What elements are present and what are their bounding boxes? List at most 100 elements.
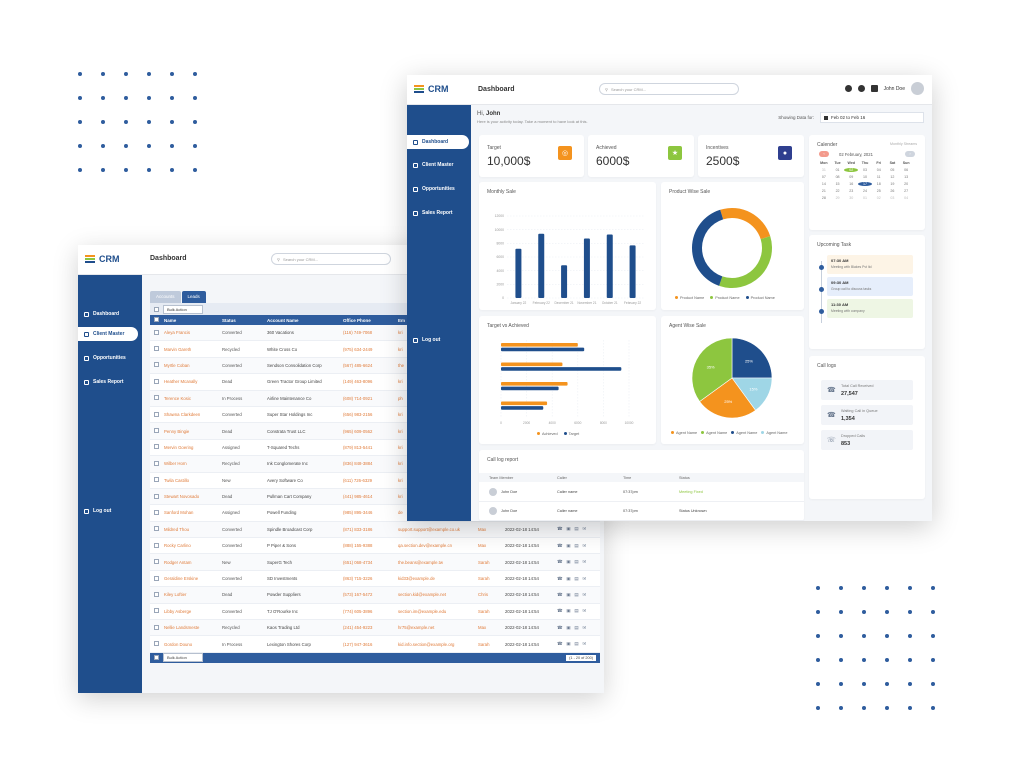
sidebar-item-logout[interactable]: Log out	[407, 333, 469, 347]
sidebar-item-client-master[interactable]: Client Master	[78, 327, 138, 341]
office-phone[interactable]: (127) 947-3616	[343, 641, 373, 647]
calendar-day[interactable]: 06	[904, 168, 909, 172]
phone-icon[interactable]: ☎	[557, 575, 563, 581]
prev-month-button[interactable]: ‹	[819, 151, 829, 157]
calendar-day[interactable]: 30	[849, 196, 854, 200]
avatar[interactable]	[911, 82, 924, 95]
calendar-icon[interactable]: ▣	[566, 591, 571, 597]
bell-icon[interactable]	[857, 85, 865, 92]
calendar-day[interactable]: 17	[858, 182, 872, 186]
calendar-day[interactable]: 25	[876, 189, 881, 193]
office-phone[interactable]: (567) 485-6624	[343, 362, 373, 368]
lead-name[interactable]: Terence Kosic	[164, 395, 191, 401]
table-row[interactable]: Rodger Antam New SuperG Tech (651) 068-4734…	[150, 554, 600, 571]
select-all-checkbox[interactable]	[154, 306, 159, 312]
task-item[interactable]: 09:30 AM Group call to discuss tasks	[827, 277, 913, 296]
column-header-status[interactable]: Status	[222, 317, 236, 323]
lead-name[interactable]: Heather Mcanally	[164, 379, 198, 385]
pagination[interactable]: (1 - 20 of 200)	[566, 654, 596, 661]
lead-name[interactable]: Penny Bingie	[164, 428, 190, 434]
lead-name[interactable]: Mildred Thou	[164, 526, 189, 532]
email-address[interactable]: ph	[398, 395, 403, 401]
mail-icon[interactable]: ✉	[582, 542, 587, 548]
calendar-day[interactable]: 02	[844, 168, 859, 172]
email-address[interactable]: kri	[398, 477, 403, 483]
search-input[interactable]: ⚲ Search your CRM...	[271, 253, 391, 265]
column-header-email[interactable]: Em	[398, 317, 406, 323]
email-address[interactable]: section.im@example.edu	[398, 608, 447, 614]
footer-checkbox[interactable]	[154, 655, 159, 661]
column-header-account[interactable]: Account Name	[267, 317, 299, 323]
row-checkbox[interactable]	[154, 509, 159, 515]
office-phone[interactable]: (836) 848-3884	[343, 461, 373, 467]
office-phone[interactable]: (116) 749-7068	[343, 330, 373, 336]
office-phone[interactable]: (871) 833-3186	[343, 526, 373, 532]
tab-accounts[interactable]: Accounts	[150, 291, 181, 303]
bulk-action-select[interactable]: Bulk Action	[163, 304, 203, 314]
next-month-button[interactable]: ›	[905, 151, 915, 157]
date-range-picker[interactable]: Feb 02 to Feb 16	[820, 112, 924, 123]
calendar-day[interactable]: 23	[849, 189, 854, 193]
office-phone[interactable]: (573) 167-5472	[343, 592, 373, 598]
table-row[interactable]: Geraldine Erskine Converted SD Investments…	[150, 570, 600, 588]
crm-logo[interactable]: CRM	[414, 84, 449, 94]
lead-name[interactable]: Twila Castillo	[164, 477, 190, 483]
email-address[interactable]: section.kid@example.net	[398, 592, 447, 598]
sidebar-item-logout[interactable]: Log out	[78, 504, 138, 518]
calendar-icon[interactable]: ▣	[566, 542, 571, 548]
phone-icon[interactable]: ☎	[557, 559, 563, 565]
office-phone[interactable]: (774) 605-3896	[343, 608, 373, 614]
sidebar-item-dashboard[interactable]: Dashboard	[78, 307, 138, 321]
row-checkbox[interactable]	[154, 641, 159, 647]
task-item[interactable]: 07:30 AM Meeting with Blakes Pvt ltd	[827, 255, 913, 274]
mail-icon[interactable]: ✉	[582, 575, 587, 581]
office-phone[interactable]: (656) 983-2156	[343, 412, 373, 418]
lead-name[interactable]: Kiley Loftier	[164, 592, 187, 598]
row-checkbox[interactable]	[154, 591, 159, 597]
office-phone[interactable]: (651) 068-4734	[343, 559, 373, 565]
table-row[interactable]: Gordon Douno In Process Lexington Shores C…	[150, 636, 600, 653]
calendar-day[interactable]: 05	[890, 168, 895, 172]
lead-name[interactable]: Gordon Douno	[164, 641, 193, 647]
mail-icon[interactable]: ✉	[582, 608, 587, 614]
calendar-day[interactable]: 09	[849, 175, 854, 179]
task-item[interactable]: 11:30 AM Meeting with company	[827, 299, 913, 318]
row-checkbox[interactable]	[154, 526, 159, 532]
calendar-day[interactable]: 03	[862, 168, 867, 172]
calendar-day[interactable]: 20	[904, 182, 909, 186]
email-address[interactable]: qa.section.dev@example.cn	[398, 543, 453, 549]
note-icon[interactable]: ▤	[574, 608, 579, 614]
lead-name[interactable]: Mervin Goering	[164, 444, 194, 450]
message-icon[interactable]	[870, 85, 878, 92]
calendar-icon[interactable]: ▣	[566, 641, 571, 647]
calendar-icon[interactable]: ▣	[566, 559, 571, 565]
calendar-day[interactable]: 14	[821, 182, 826, 186]
table-row[interactable]: John Doe Caller name 07:37pm Meeting Fix…	[479, 483, 804, 502]
phone-icon[interactable]: ☎	[557, 542, 563, 548]
calendar-day[interactable]: 26	[890, 189, 895, 193]
note-icon[interactable]: ▤	[574, 624, 579, 630]
row-checkbox[interactable]	[154, 362, 159, 368]
calendar-day[interactable]: 29	[835, 196, 840, 200]
calendar-day[interactable]: 24	[862, 189, 867, 193]
calendar-icon[interactable]: ▣	[566, 624, 571, 630]
row-checkbox[interactable]	[154, 329, 159, 335]
search-input[interactable]: ⚲ Search your CRM...	[599, 83, 739, 95]
calendar-day[interactable]: 08	[835, 175, 840, 179]
row-checkbox[interactable]	[154, 411, 159, 417]
sidebar-item-sales-report[interactable]: Sales Report	[407, 206, 469, 220]
mail-icon[interactable]: ✉	[582, 526, 587, 532]
phone-icon[interactable]: ☎	[557, 608, 563, 614]
mail-icon[interactable]: ✉	[582, 641, 587, 647]
phone-icon[interactable]: ☎	[557, 624, 563, 630]
office-phone[interactable]: (441) 985-4614	[343, 494, 373, 500]
row-checkbox[interactable]	[154, 460, 159, 466]
row-checkbox[interactable]	[154, 378, 159, 384]
mail-icon[interactable]: ✉	[582, 591, 587, 597]
email-address[interactable]: kri	[398, 444, 403, 450]
table-row[interactable]: Kiley Loftier Dead Powder Suppliers (573) 1…	[150, 587, 600, 604]
email-address[interactable]: the	[398, 362, 404, 368]
email-address[interactable]: support.support@example.co.uk	[398, 526, 460, 532]
calendar-day[interactable]: 11	[876, 175, 881, 179]
calendar-day[interactable]: 04	[904, 196, 909, 200]
